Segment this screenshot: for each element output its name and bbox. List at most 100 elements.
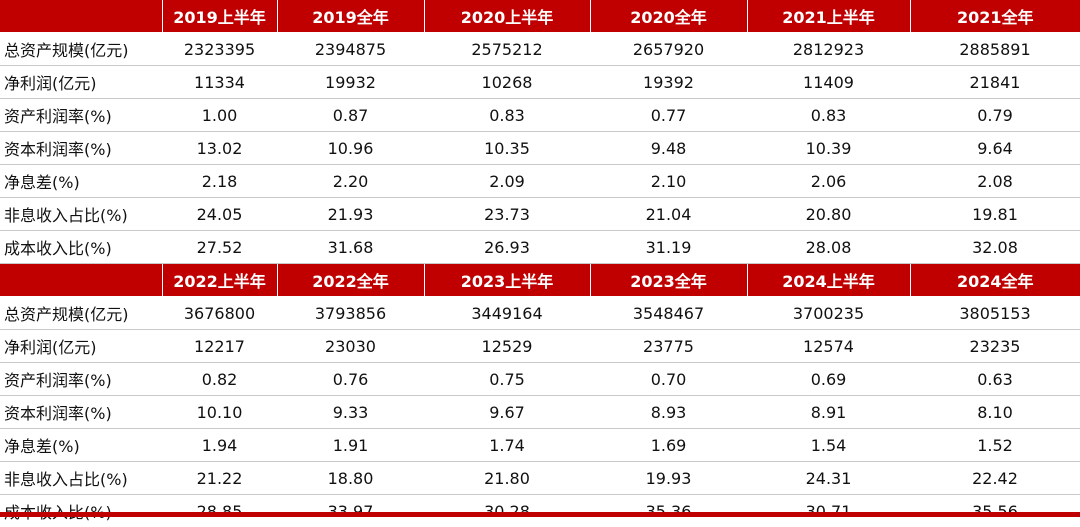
header-corner-cell: [0, 0, 162, 33]
metric-value: 11334: [162, 66, 277, 99]
metric-value: 2.08: [910, 165, 1080, 198]
metric-value: 22.42: [910, 462, 1080, 495]
metric-value: 1.52: [910, 429, 1080, 462]
metric-value: 9.48: [590, 132, 747, 165]
period-header: 2020全年: [590, 0, 747, 33]
metric-value: 10.39: [747, 132, 910, 165]
metric-value: 0.83: [424, 99, 590, 132]
metric-value: 12217: [162, 330, 277, 363]
metric-value: 1.00: [162, 99, 277, 132]
period-header: 2022上半年: [162, 264, 277, 297]
metric-value: 1.91: [277, 429, 424, 462]
metric-value: 28.85: [162, 495, 277, 527]
metric-value: 8.91: [747, 396, 910, 429]
metric-value: 19392: [590, 66, 747, 99]
metric-label: 非息收入占比(%): [0, 198, 162, 231]
metric-value: 8.93: [590, 396, 747, 429]
metric-value: 31.68: [277, 231, 424, 264]
period-header: 2019上半年: [162, 0, 277, 33]
header-corner-cell: [0, 264, 162, 297]
metric-value: 2323395: [162, 33, 277, 66]
metric-value: 31.19: [590, 231, 747, 264]
period-header: 2021上半年: [747, 0, 910, 33]
metric-value: 10.96: [277, 132, 424, 165]
metric-value: 1.94: [162, 429, 277, 462]
metric-value: 23.73: [424, 198, 590, 231]
metric-value: 2394875: [277, 33, 424, 66]
metric-value: 13.02: [162, 132, 277, 165]
metric-value: 8.10: [910, 396, 1080, 429]
metric-value: 2.06: [747, 165, 910, 198]
metric-value: 19932: [277, 66, 424, 99]
metric-value: 3805153: [910, 297, 1080, 330]
metric-value: 27.52: [162, 231, 277, 264]
metric-label: 资本利润率(%): [0, 132, 162, 165]
period-header: 2021全年: [910, 0, 1080, 33]
metric-value: 19.93: [590, 462, 747, 495]
period-header: 2024上半年: [747, 264, 910, 297]
metric-value: 0.79: [910, 99, 1080, 132]
table-bottom-border: [0, 512, 1080, 517]
metric-value: 12574: [747, 330, 910, 363]
period-header: 2023上半年: [424, 264, 590, 297]
metric-value: 21.80: [424, 462, 590, 495]
metric-value: 9.33: [277, 396, 424, 429]
metric-value: 20.80: [747, 198, 910, 231]
metric-value: 35.36: [590, 495, 747, 527]
metric-value: 24.05: [162, 198, 277, 231]
metric-value: 0.75: [424, 363, 590, 396]
metric-value: 2.20: [277, 165, 424, 198]
metric-value: 10268: [424, 66, 590, 99]
metric-value: 21.93: [277, 198, 424, 231]
metric-label: 净息差(%): [0, 165, 162, 198]
metric-value: 10.10: [162, 396, 277, 429]
metric-value: 0.63: [910, 363, 1080, 396]
metric-value: 32.08: [910, 231, 1080, 264]
metric-value: 21841: [910, 66, 1080, 99]
metric-value: 10.35: [424, 132, 590, 165]
metric-value: 0.69: [747, 363, 910, 396]
period-header: 2019全年: [277, 0, 424, 33]
period-header: 2020上半年: [424, 0, 590, 33]
metric-value: 0.87: [277, 99, 424, 132]
metric-value: 3449164: [424, 297, 590, 330]
metric-value: 18.80: [277, 462, 424, 495]
metric-value: 21.22: [162, 462, 277, 495]
metric-value: 11409: [747, 66, 910, 99]
metric-value: 33.97: [277, 495, 424, 527]
metric-value: 23235: [910, 330, 1080, 363]
metric-value: 21.04: [590, 198, 747, 231]
metric-value: 9.67: [424, 396, 590, 429]
metric-value: 24.31: [747, 462, 910, 495]
metric-value: 23775: [590, 330, 747, 363]
metric-value: 1.54: [747, 429, 910, 462]
metric-value: 3793856: [277, 297, 424, 330]
metric-label: 成本收入比(%): [0, 231, 162, 264]
metric-value: 23030: [277, 330, 424, 363]
metric-label: 资本利润率(%): [0, 396, 162, 429]
metric-value: 1.74: [424, 429, 590, 462]
metric-value: 2657920: [590, 33, 747, 66]
metric-value: 30.28: [424, 495, 590, 527]
metric-value: 2.09: [424, 165, 590, 198]
metric-value: 2812923: [747, 33, 910, 66]
metric-label: 总资产规模(亿元): [0, 33, 162, 66]
metric-value: 3548467: [590, 297, 747, 330]
metric-value: 0.70: [590, 363, 747, 396]
metric-label: 净息差(%): [0, 429, 162, 462]
period-header: 2022全年: [277, 264, 424, 297]
